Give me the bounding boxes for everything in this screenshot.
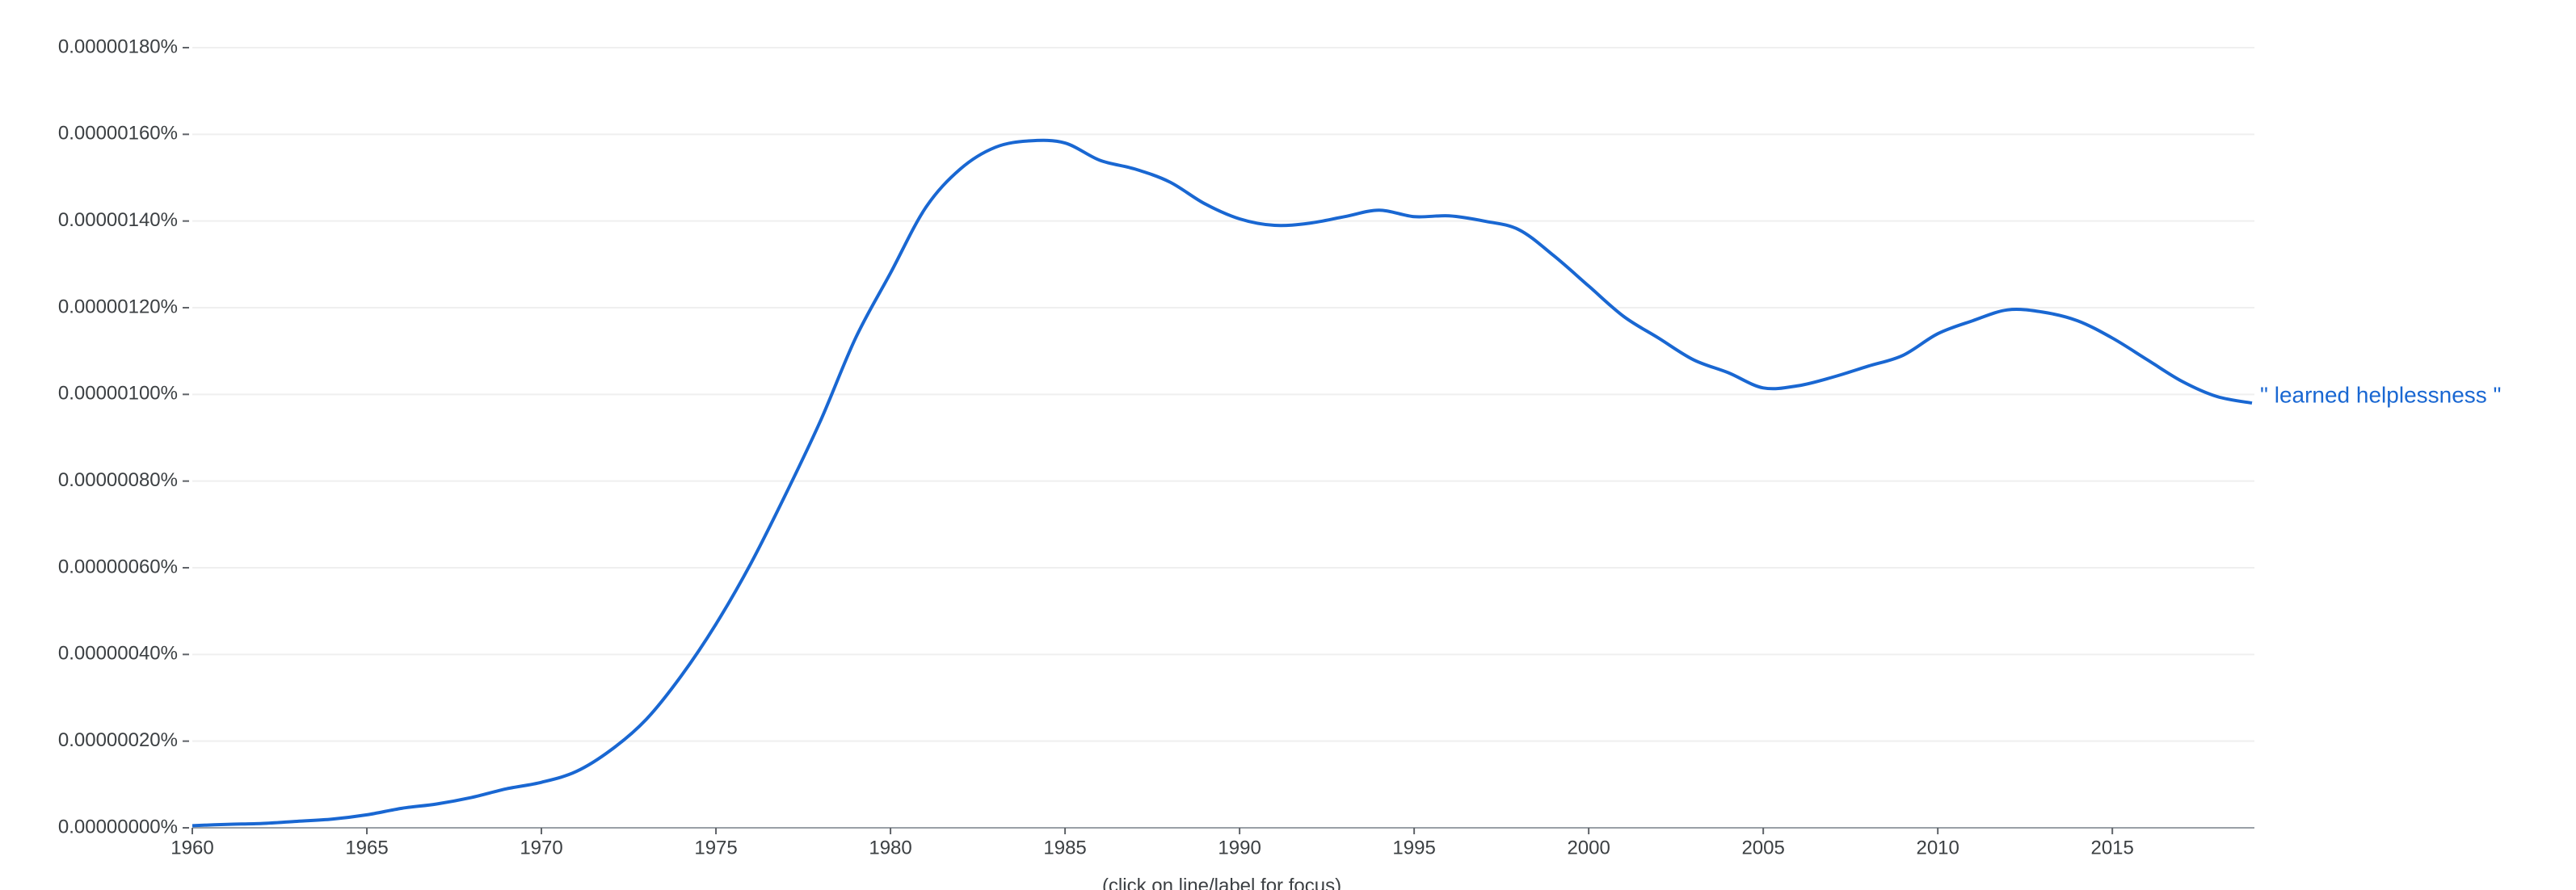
series-line [192, 138, 2253, 828]
y-tick-label: 0.00000020% [58, 729, 178, 751]
y-tick-label: 0.00000080% [58, 469, 178, 491]
x-tick-label: 2000 [1567, 837, 1610, 859]
x-tick-label: 1985 [1043, 837, 1086, 859]
y-tick-label: 0.00000000% [58, 816, 178, 838]
x-tick-label: 2005 [1741, 837, 1784, 859]
y-tick-label: 0.00000160% [58, 123, 178, 145]
y-tick-label: 0.00000060% [58, 556, 178, 577]
x-tick-label: 2010 [1916, 837, 1959, 859]
y-tick-label: 0.00000040% [58, 643, 178, 665]
x-tick-label: 1990 [1218, 837, 1261, 859]
x-tick-label: 1965 [345, 837, 388, 859]
y-tick-label: 0.00000120% [58, 296, 178, 317]
x-tick-label: 2015 [2090, 837, 2133, 859]
x-tick-label: 1980 [869, 837, 911, 859]
x-tick-label: 1960 [170, 837, 213, 859]
series-label: " learned helplessness " [2260, 382, 2502, 407]
y-tick-label: 0.00000140% [58, 209, 178, 231]
x-tick-label: 1970 [520, 837, 562, 859]
x-tick-label: 1975 [694, 837, 737, 859]
chart-subtitle: (click on line/label for focus) [1102, 875, 1341, 890]
y-tick-label: 0.00000100% [58, 383, 178, 405]
x-tick-label: 1995 [1392, 837, 1435, 859]
y-tick-label: 0.00000180% [58, 36, 178, 57]
